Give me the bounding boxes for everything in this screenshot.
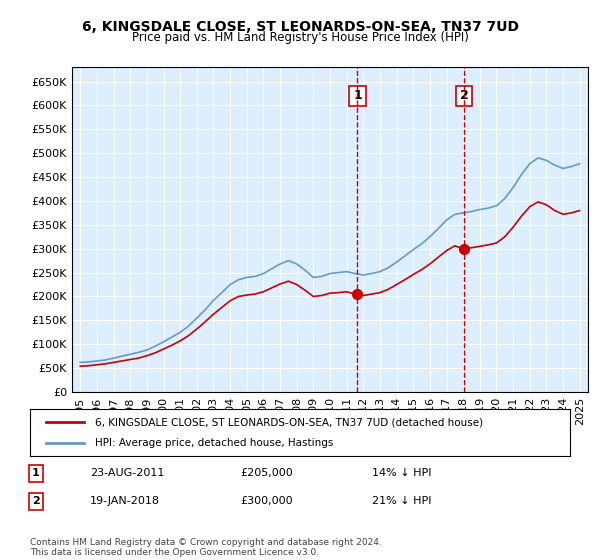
Text: 2: 2 — [460, 90, 469, 102]
Text: 21% ↓ HPI: 21% ↓ HPI — [372, 496, 431, 506]
Text: 19-JAN-2018: 19-JAN-2018 — [90, 496, 160, 506]
Text: Contains HM Land Registry data © Crown copyright and database right 2024.
This d: Contains HM Land Registry data © Crown c… — [30, 538, 382, 557]
Text: 14% ↓ HPI: 14% ↓ HPI — [372, 468, 431, 478]
Text: £300,000: £300,000 — [240, 496, 293, 506]
Text: 1: 1 — [32, 468, 40, 478]
Text: £205,000: £205,000 — [240, 468, 293, 478]
Text: HPI: Average price, detached house, Hastings: HPI: Average price, detached house, Hast… — [95, 438, 333, 448]
Text: 6, KINGSDALE CLOSE, ST LEONARDS-ON-SEA, TN37 7UD (detached house): 6, KINGSDALE CLOSE, ST LEONARDS-ON-SEA, … — [95, 417, 483, 427]
Text: 23-AUG-2011: 23-AUG-2011 — [90, 468, 164, 478]
Text: 1: 1 — [353, 90, 362, 102]
Text: Price paid vs. HM Land Registry's House Price Index (HPI): Price paid vs. HM Land Registry's House … — [131, 31, 469, 44]
Text: 6, KINGSDALE CLOSE, ST LEONARDS-ON-SEA, TN37 7UD: 6, KINGSDALE CLOSE, ST LEONARDS-ON-SEA, … — [82, 20, 518, 34]
Text: 2: 2 — [32, 496, 40, 506]
